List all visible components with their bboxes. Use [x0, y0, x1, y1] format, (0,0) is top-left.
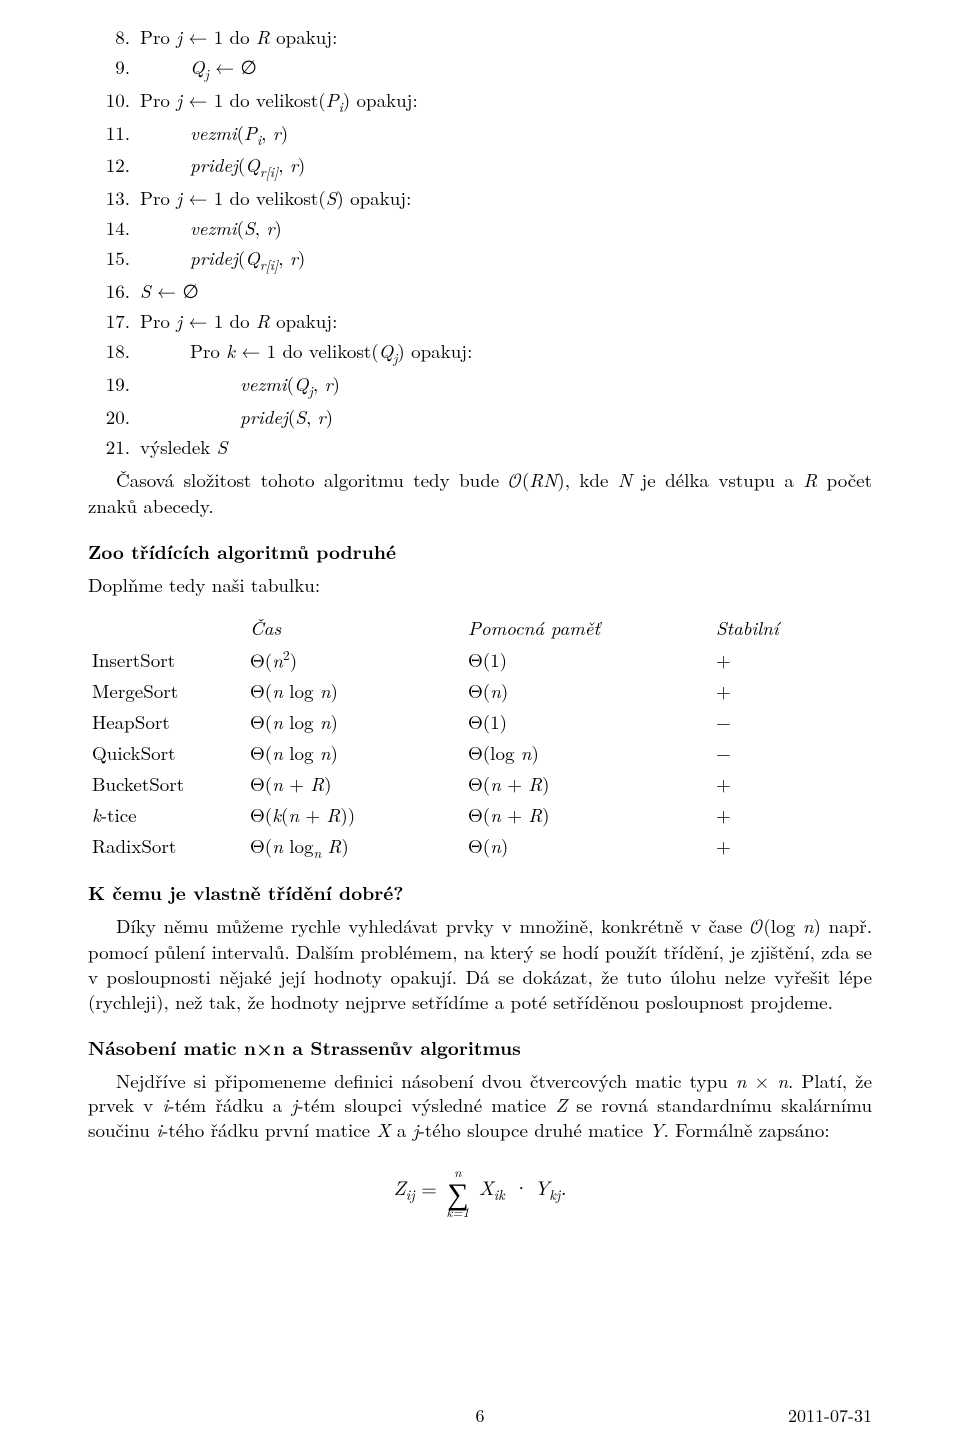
algo-line-number: 11.: [88, 119, 140, 149]
table-row: k-ticeΘ(k(n + R))Θ(n + R)+: [88, 799, 872, 830]
algo-line-body: Pro j ← 1 do velikost(S) opakuj:: [140, 184, 872, 211]
algo-line: 19.vezmi(Qj, r): [88, 370, 872, 400]
table-cell: Θ(n + R): [246, 768, 464, 799]
table-cell: −: [712, 737, 872, 768]
algo-line: 20.pridej(S, r): [88, 403, 872, 430]
table-cell: Θ(log n): [464, 737, 712, 768]
table-cell: k-tice: [88, 799, 246, 830]
section-title-kcemu: K čemu je vlastně třídění dobré?: [88, 878, 872, 906]
table-column-header: Stabilní: [712, 612, 872, 643]
algo-line: 14.vezmi(S, r): [88, 214, 872, 241]
table-cell: Θ(n): [464, 830, 712, 864]
page-footer: 6 2011-07-31: [88, 1403, 872, 1428]
algo-line: 12.pridej(Qr[i], r): [88, 151, 872, 181]
table-cell: MergeSort: [88, 675, 246, 706]
algo-line: 11.vezmi(Pi, r): [88, 119, 872, 149]
zoo-intro-line: Doplňme tedy naši tabulku:: [88, 573, 872, 598]
algo-line: 15.pridej(Qr[i], r): [88, 244, 872, 274]
algo-line-number: 13.: [88, 184, 140, 211]
table-column-header: Pomocná paměť: [464, 612, 712, 643]
algo-line-number: 12.: [88, 151, 140, 181]
table-cell: Θ(1): [464, 706, 712, 737]
table-cell: HeapSort: [88, 706, 246, 737]
algo-line-body: vezmi(Qj, r): [140, 370, 872, 400]
table-row: BucketSortΘ(n + R)Θ(n + R)+: [88, 768, 872, 799]
algo-line-body: vezmi(Pi, r): [140, 119, 872, 149]
algo-line: 16.S ← ∅: [88, 277, 872, 304]
algo-line-body: Pro k ← 1 do velikost(Qj) opakuj:: [140, 337, 872, 367]
table-cell: RadixSort: [88, 830, 246, 864]
algo-line-body: vezmi(S, r): [140, 214, 872, 241]
algo-line-number: 21.: [88, 433, 140, 460]
algo-line-number: 14.: [88, 214, 140, 241]
table-row: MergeSortΘ(n log n)Θ(n)+: [88, 675, 872, 706]
table-cell: +: [712, 643, 872, 675]
algo-line-body: pridej(Qr[i], r): [140, 244, 872, 274]
table-cell: Θ(n log n): [246, 706, 464, 737]
algo-line: 21.výsledek S: [88, 433, 872, 460]
table-cell: Θ(n logn R): [246, 830, 464, 864]
table-cell: BucketSort: [88, 768, 246, 799]
algo-line-body: výsledek S: [140, 433, 872, 460]
table-cell: Θ(n): [464, 675, 712, 706]
algo-line-body: S ← ∅: [140, 277, 872, 304]
algo-line-body: pridej(Qr[i], r): [140, 151, 872, 181]
page-date: 2011-07-31: [485, 1403, 873, 1428]
table-cell: +: [712, 675, 872, 706]
algo-line-number: 9.: [88, 53, 140, 83]
section-title-matmul: Násobení matic n×n a Strassenův algoritm…: [88, 1033, 872, 1061]
table-cell: +: [712, 768, 872, 799]
table-cell: +: [712, 830, 872, 864]
formula-rhs: Xik · Ykj.: [479, 1172, 567, 1201]
algo-line-number: 19.: [88, 370, 140, 400]
table-cell: −: [712, 706, 872, 737]
algo-line-number: 18.: [88, 337, 140, 367]
table-cell: Θ(n + R): [464, 799, 712, 830]
algo-line-body: Pro j ← 1 do R opakuj:: [140, 307, 872, 334]
table-cell: InsertSort: [88, 643, 246, 675]
algo-line: 18.Pro k ← 1 do velikost(Qj) opakuj:: [88, 337, 872, 367]
table-row: InsertSortΘ(n2)Θ(1)+: [88, 643, 872, 675]
table-cell: Θ(n log n): [246, 675, 464, 706]
algo-line-number: 16.: [88, 277, 140, 304]
formula-lhs: Zij: [394, 1172, 415, 1201]
table-row: QuickSortΘ(n log n)Θ(log n)−: [88, 737, 872, 768]
table-cell: +: [712, 799, 872, 830]
table-row: RadixSortΘ(n logn R)Θ(n)+: [88, 830, 872, 864]
algo-line-number: 8.: [88, 23, 140, 50]
table-cell: Θ(k(n + R)): [246, 799, 464, 830]
table-cell: Θ(1): [464, 643, 712, 675]
algo-line-body: Pro j ← 1 do velikost(Pi) opakuj:: [140, 86, 872, 116]
complexity-table: ČasPomocná paměťStabilníInsertSortΘ(n2)Θ…: [88, 612, 872, 864]
algo-line: 17.Pro j ← 1 do R opakuj:: [88, 307, 872, 334]
formula-z: Zij = n∑k=1 Xik · Ykj.: [88, 1165, 872, 1218]
algo-line-number: 17.: [88, 307, 140, 334]
algo-line: 9.Qj ← ∅: [88, 53, 872, 83]
table-header-row: ČasPomocná paměťStabilní: [88, 612, 872, 643]
complexity-paragraph: Časová složitost tohoto algoritmu tedy b…: [88, 468, 872, 519]
matmul-paragraph: Nejdříve si připomeneme definici násoben…: [88, 1069, 872, 1143]
algo-line-body: pridej(S, r): [140, 403, 872, 430]
algo-line-number: 10.: [88, 86, 140, 116]
algo-line-number: 15.: [88, 244, 140, 274]
algo-line: 13.Pro j ← 1 do velikost(S) opakuj:: [88, 184, 872, 211]
kcemu-paragraph: Díky němu můžeme rychle vyhledávat prvky…: [88, 914, 872, 1015]
algo-line-number: 20.: [88, 403, 140, 430]
table-cell: Θ(n log n): [246, 737, 464, 768]
algo-line-body: Qj ← ∅: [140, 53, 872, 83]
algo-line-body: Pro j ← 1 do R opakuj:: [140, 23, 872, 50]
table-column-header: Čas: [246, 612, 464, 643]
algo-line: 10.Pro j ← 1 do velikost(Pi) opakuj:: [88, 86, 872, 116]
algorithm-listing: 8.Pro j ← 1 do R opakuj:9.Qj ← ∅10.Pro j…: [88, 23, 872, 460]
sum-symbol: n∑k=1: [447, 1165, 470, 1218]
page: 8.Pro j ← 1 do R opakuj:9.Qj ← ∅10.Pro j…: [0, 0, 960, 1450]
table-cell: QuickSort: [88, 737, 246, 768]
table-cell: Θ(n2): [246, 643, 464, 675]
section-title-zoo: Zoo třídících algoritmů podruhé: [88, 537, 872, 565]
page-number: 6: [476, 1403, 485, 1428]
algo-line: 8.Pro j ← 1 do R opakuj:: [88, 23, 872, 50]
table-row: HeapSortΘ(n log n)Θ(1)−: [88, 706, 872, 737]
table-cell: Θ(n + R): [464, 768, 712, 799]
